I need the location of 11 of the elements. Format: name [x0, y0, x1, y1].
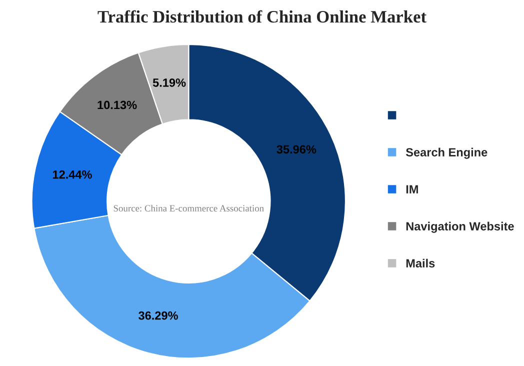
data-label: 35.96% [276, 145, 316, 154]
data-label: 5.19% [152, 78, 186, 87]
data-label: 10.13% [98, 100, 137, 110]
chart-title: Traffic Distribution of China Online Market [98, 10, 426, 23]
data-label: 12.44% [52, 170, 92, 179]
source-note: Source: China E-commerce Association [114, 204, 264, 212]
legend-label: IM [406, 185, 418, 194]
legend-label: Mails [406, 258, 435, 268]
legend-label: Navigation Website [406, 222, 514, 233]
data-label: 36.29% [138, 311, 178, 320]
legend-label: Search Engine [406, 148, 488, 159]
